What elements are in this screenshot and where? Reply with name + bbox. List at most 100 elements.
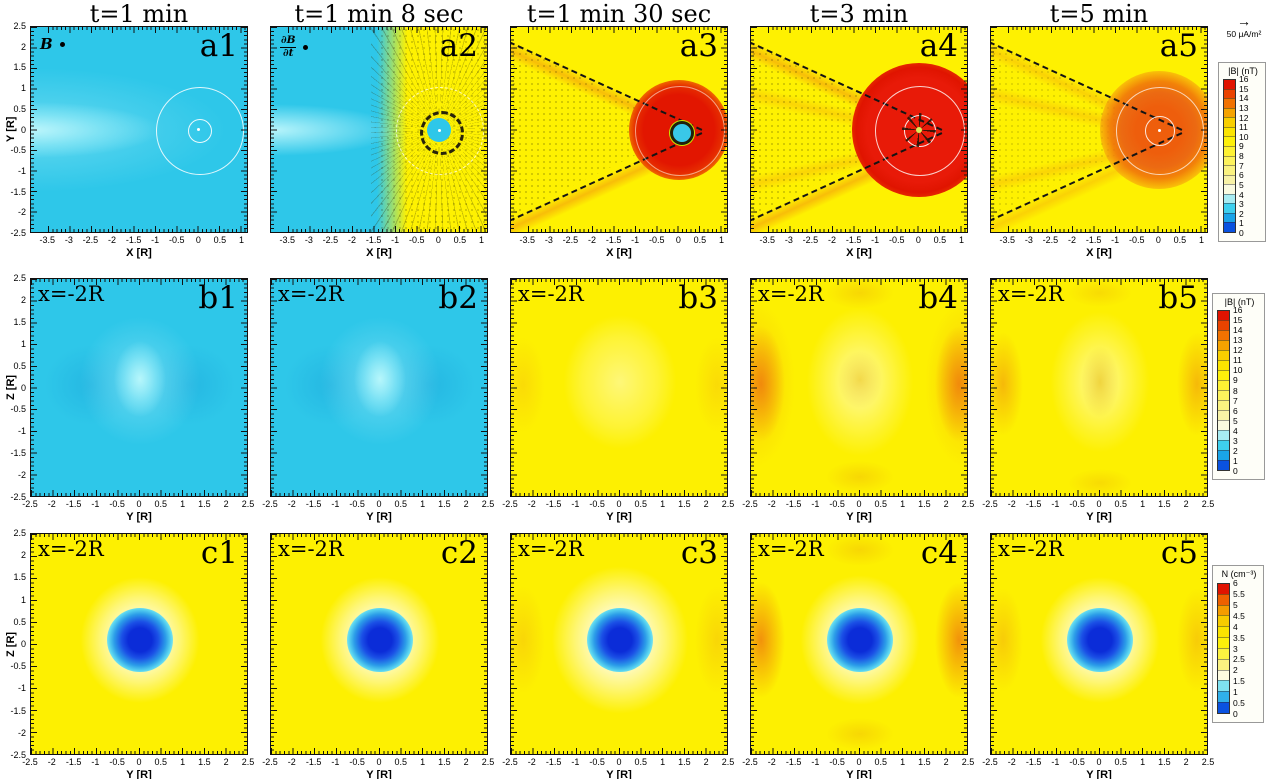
y-tick-label: -1 [17,683,26,694]
x-tick-label: -1 [571,757,580,767]
x-axis-tick-labels: -2.5 -2 -1.5 -1 -0.5 0 0.5 1 1.5 2 2.5 [262,499,494,511]
colorbar-tick-label: 14 [1233,325,1243,336]
x-tick-label: 2.5 [481,499,495,509]
y-tick-label: 0 [20,124,26,135]
x-tick-label: 1 [959,235,965,245]
x-tick-label: 2.5 [241,757,255,767]
colorbar-labels: 16 15 14 13 12 11 10 9 8 7 6 5 4 3 2 1 0 [1233,305,1262,476]
x-tick-label: 0 [616,499,622,509]
slice-annotation: x=-2R [758,537,824,561]
slice-annotation: x=-2R [518,537,584,561]
x-tick-label: -0.5 [409,235,425,245]
colorbar-tick-label: 16 [1233,305,1243,315]
x-tick-label: 0 [195,235,201,245]
colorbar-tick-label: 11 [1239,122,1248,133]
x-axis-label: Y [R] [366,511,392,523]
x-tick-label: -2 [47,757,56,767]
x-axis-label: X [R] [126,247,152,259]
x-tick-label: -2.5 [562,235,579,245]
inner-circle [188,119,212,143]
x-axis-tick-labels: -2.5 -2 -1.5 -1 -0.5 0 0.5 1 1.5 2 2.5 [22,757,254,769]
x-tick-label: -1 [331,499,340,509]
panel-c4: x=-2R c4 [750,533,968,755]
center-dot-icon [1157,128,1161,132]
y-tick-label: 1 [20,594,26,605]
y-tick-label: 1.5 [13,62,26,73]
x-axis-label: X [R] [1086,247,1112,259]
x-tick-label: -1 [811,757,820,767]
x-tick-label: 1.5 [678,499,691,509]
x-axis-tick-labels: -2.5 -2 -1.5 -1 -0.5 0 0.5 1 1.5 2 2.5 [502,499,734,511]
colorbar-N-row-c: N (cm⁻³) 6 5.5 5 4.5 4 3.5 3 2.5 2 1.5 1 0.5 0 [1212,565,1264,723]
colorbar-segment [1218,691,1229,703]
center-dot-icon [437,128,441,132]
colorbar-strip [1217,310,1230,471]
colorbar-segment [1218,593,1229,605]
x-tick-label: 2.5 [721,499,735,509]
colorbar-title: |B| (nT) [1228,66,1258,76]
x-tick-label: -1 [151,235,160,245]
x-tick-label: 0.5 [154,499,168,509]
slice-annotation: x=-2R [38,537,104,561]
x-tick-label: 1 [420,757,426,767]
y-tick-label: 1.5 [13,572,26,583]
colorbar-strip [1217,583,1230,714]
panel-label: a5 [1159,28,1198,64]
density-cavity-blob [587,608,653,672]
x-tick-label: -2.5 [22,757,38,767]
y-tick-label: -2 [17,470,26,481]
x-tick-label: -0.5 [109,499,125,509]
panel-label: b2 [438,280,478,316]
colorbar-tick-label: 5 [1233,599,1238,610]
y-tick-label: 1 [20,338,26,349]
slice-annotation: x=-2R [278,282,344,306]
density-cavity-blob [107,608,173,672]
y-axis-tick-labels: 2.5 2 1.5 1 0.5 0 -0.5 -1 -1.5 -2 -2.5 [2,273,28,502]
x-tick-label: -0.5 [1129,235,1145,245]
colorbar-tick-label: 8 [1233,385,1238,396]
x-tick-label: -3.5 [999,235,1016,245]
vector-key: ∂B ∂t [280,34,309,59]
x-tick-label: -2.5 [802,235,819,245]
x-tick-label: -2.5 [262,499,278,509]
colorbar-segment [1218,702,1229,713]
panel-label: b1 [198,280,238,316]
x-tick-label: -0.5 [589,757,605,767]
x-tick-label: -2 [348,235,357,245]
colorbar-segment [1224,88,1235,99]
panel-a3: a3 [510,26,728,233]
x-tick-label: -1 [1051,757,1060,767]
x-tick-label: -3 [544,235,553,245]
x-tick-label: -1.5 [1025,757,1042,767]
x-tick-label: 0 [675,235,681,245]
x-tick-label: 1.5 [918,757,931,767]
x-tick-label: 2 [943,757,949,767]
vector-key-dot-icon [59,41,65,47]
colorbar-tick-label: 0 [1233,709,1238,719]
x-tick-label: -1 [91,499,100,509]
y-tick-label: 0 [20,382,26,393]
x-tick-label: -1.5 [785,499,802,509]
x-tick-label: 1 [660,757,666,767]
colorbar-tick-label: 3 [1239,199,1244,210]
colorbar-tick-label: 5.5 [1233,588,1245,599]
vector-key-dot-icon [303,44,309,50]
x-tick-label: -2.5 [982,499,998,509]
colorbar-segment [1224,98,1235,108]
colorbar-segment [1224,155,1235,166]
x-tick-label: 0.5 [1173,235,1187,245]
colorbar-tick-label: 4 [1233,425,1238,436]
x-tick-label: -0.5 [829,499,845,509]
colorbar-tick-label: 8 [1239,151,1244,161]
y-tick-label: -0.5 [10,404,26,415]
x-tick-label: -3 [784,235,793,245]
x-tick-label: 0.5 [874,757,888,767]
colorbar-tick-label: 9 [1233,375,1238,386]
colorbar-tick-label: 4 [1233,621,1238,632]
y-tick-label: -1.5 [10,448,26,459]
y-tick-label: -1 [17,165,26,176]
colorbar-segment [1218,350,1229,360]
x-tick-label: -2 [287,499,296,509]
x-tick-label: 0 [376,499,382,509]
x-tick-label: -2 [47,499,56,509]
